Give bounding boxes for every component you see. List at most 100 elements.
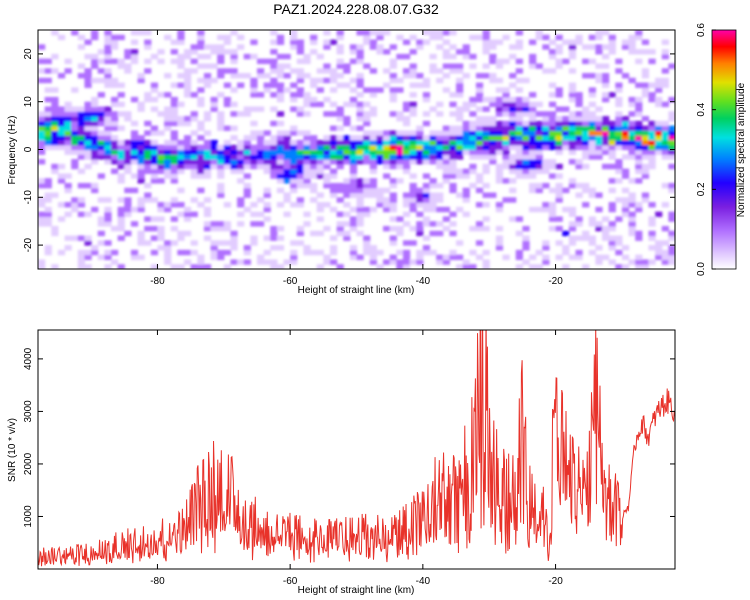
heatmap-cell	[402, 264, 411, 269]
heatmap-cell	[283, 173, 291, 179]
heatmap-cell	[243, 259, 251, 265]
heatmap-cell	[575, 101, 583, 108]
heatmap-cell	[668, 149, 675, 155]
heatmap-cell	[449, 154, 457, 160]
heatmap-cell	[369, 87, 378, 93]
heatmap-cell	[462, 168, 470, 174]
heatmap-cell	[276, 68, 285, 74]
heatmap-cell	[529, 149, 537, 155]
heatmap-cell	[164, 125, 172, 131]
heatmap-cell	[469, 149, 477, 155]
heatmap-cell	[548, 159, 557, 165]
heatmap-cell	[91, 106, 99, 112]
heatmap-cell	[582, 44, 590, 50]
heatmap-cell	[555, 163, 563, 170]
heatmap-cell	[124, 230, 132, 237]
heatmap-cell	[137, 144, 145, 151]
heatmap-cell	[582, 144, 590, 151]
heatmap-cell	[217, 154, 225, 160]
heatmap-cell	[349, 149, 358, 155]
heatmap-cell	[588, 34, 596, 41]
heatmap-cell	[203, 159, 212, 165]
heatmap-cell	[290, 163, 298, 170]
heatmap-cell	[442, 49, 450, 55]
heatmap-cell	[144, 96, 152, 103]
heatmap-cell	[296, 111, 305, 117]
heatmap-cell	[230, 163, 238, 170]
heatmap-cell	[349, 216, 358, 222]
heatmap-cell	[383, 30, 391, 36]
heatmap-cell	[456, 144, 464, 151]
heatmap-cell	[529, 135, 537, 141]
heatmap-cell	[84, 149, 92, 155]
heatmap-cell	[442, 53, 450, 60]
heatmap-cell	[409, 149, 417, 155]
heatmap-cell	[150, 125, 159, 131]
heatmap-cell	[150, 96, 159, 103]
heatmap-cell	[402, 168, 411, 174]
heatmap-cell	[303, 182, 311, 189]
heatmap-cell	[615, 111, 623, 117]
heatmap-cell	[615, 68, 623, 74]
heatmap-cell	[303, 73, 311, 79]
heatmap-cell	[230, 49, 238, 55]
heatmap-cell	[635, 30, 643, 36]
heatmap-cell	[422, 197, 431, 203]
heatmap-cell	[164, 154, 172, 160]
heatmap-cell	[124, 168, 132, 174]
heatmap-cell	[635, 139, 643, 146]
heatmap-cell	[177, 39, 185, 45]
heatmap-cell	[237, 139, 245, 146]
heatmap-cell	[456, 92, 464, 98]
heatmap-cell	[383, 144, 391, 151]
heatmap-cell	[542, 163, 550, 170]
heatmap-cell	[117, 178, 125, 184]
heatmap-cell	[336, 49, 344, 55]
heatmap-cell	[655, 249, 663, 256]
heatmap-cell	[164, 173, 172, 179]
heatmap-cell	[482, 96, 490, 103]
heatmap-cell	[250, 163, 258, 170]
heatmap-cell	[310, 230, 318, 237]
heatmap-cell	[396, 178, 404, 184]
heatmap-cell	[509, 197, 517, 203]
heatmap-cell	[462, 187, 470, 194]
heatmap-cell	[562, 264, 570, 269]
heatmap-cell	[303, 249, 311, 256]
heatmap-cell	[555, 120, 563, 127]
heatmap-cell	[363, 111, 371, 117]
heatmap-cell	[542, 245, 550, 251]
heatmap-cell	[389, 235, 397, 241]
heatmap-cell	[237, 154, 245, 160]
heatmap-cell	[449, 63, 457, 69]
heatmap-cell	[402, 221, 411, 227]
heatmap-cell	[117, 63, 125, 69]
heatmap-cell	[615, 125, 623, 131]
heatmap-cell	[77, 254, 86, 261]
heatmap-cell	[97, 149, 105, 155]
heatmap-cell	[303, 245, 311, 251]
heatmap-cell	[296, 197, 305, 203]
heatmap-cell	[190, 130, 198, 136]
heatmap-cell	[164, 240, 172, 246]
heatmap-cell	[323, 30, 331, 36]
heatmap-cell	[489, 44, 497, 50]
heatmap-cell	[542, 111, 550, 117]
heatmap-cell	[323, 111, 331, 117]
heatmap-cell	[177, 139, 185, 146]
heatmap-cell	[217, 163, 225, 170]
heatmap-cell	[555, 49, 563, 55]
heatmap-cell	[296, 106, 305, 112]
heatmap-cell	[177, 30, 185, 36]
heatmap-cell	[110, 34, 119, 41]
heatmap-cell	[310, 159, 318, 165]
heatmap-cell	[615, 82, 623, 88]
heatmap-cell	[144, 168, 152, 174]
heatmap-cell	[416, 254, 424, 261]
heatmap-cell	[177, 187, 185, 194]
colorbar-tick-label: 0.2	[696, 182, 707, 196]
heatmap-cell	[635, 58, 643, 65]
heatmap-cell	[529, 125, 537, 131]
heatmap-cell	[117, 58, 125, 65]
heatmap-cell	[110, 159, 119, 165]
